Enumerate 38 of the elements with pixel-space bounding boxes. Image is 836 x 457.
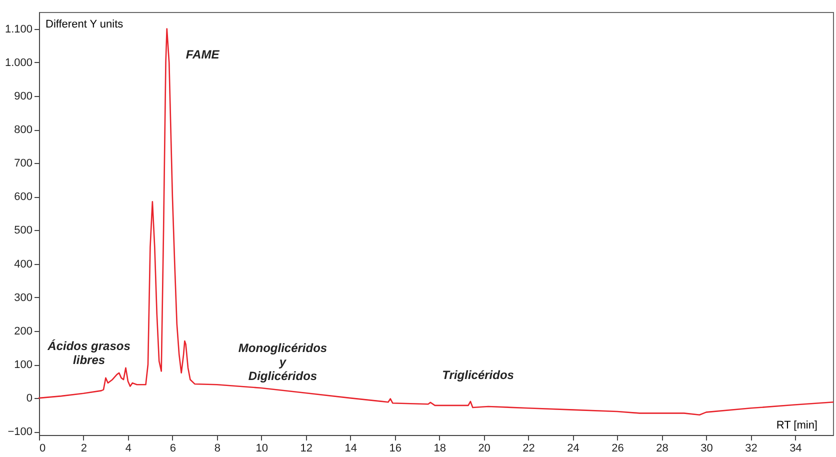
annotation: Ácidos grasos libres xyxy=(46,339,131,368)
x-tick-label: 32 xyxy=(745,442,758,454)
y-tick-label: 400 xyxy=(14,258,32,270)
y-tick-label: 900 xyxy=(14,90,32,102)
x-tick-label: 16 xyxy=(389,442,402,454)
x-tick-label: 4 xyxy=(125,442,132,454)
y-tick-label: −100 xyxy=(8,426,32,438)
y-tick-label: 1.100 xyxy=(4,23,32,36)
x-tick-label: 24 xyxy=(567,442,580,454)
x-tick-label: 12 xyxy=(300,442,313,454)
y-axis-title: Different Y units xyxy=(46,18,124,30)
x-tick-label: 30 xyxy=(700,442,713,454)
x-tick-label: 28 xyxy=(656,442,668,454)
x-tick-label: 22 xyxy=(522,442,535,454)
y-tick-label: 700 xyxy=(14,158,32,170)
x-tick-label: 20 xyxy=(478,442,490,454)
y-tick-label: 500 xyxy=(14,224,32,237)
y-tick-label: 600 xyxy=(14,191,32,204)
x-tick-label: 2 xyxy=(80,442,88,454)
x-tick-label: 26 xyxy=(612,442,624,454)
x-tick-label: 8 xyxy=(214,442,220,454)
y-tick-label: 300 xyxy=(14,292,32,304)
annotation: FAME xyxy=(186,47,220,62)
x-tick-label: 14 xyxy=(344,442,357,454)
x-tick-label: 6 xyxy=(170,442,176,454)
x-tick-label: 18 xyxy=(434,442,446,454)
y-tick-label: 1.000 xyxy=(4,56,32,69)
y-tick-label: 200 xyxy=(14,325,32,338)
x-tick-label: 10 xyxy=(256,442,268,454)
y-tick-label: 800 xyxy=(14,124,32,136)
line-series xyxy=(38,28,834,416)
annotation: Monoglicéridos y Diglicéridos xyxy=(238,340,328,383)
y-tick-label: 0 xyxy=(26,392,32,405)
annotation: Triglicéridos xyxy=(442,368,514,382)
x-axis-title: RT [min] xyxy=(776,420,818,432)
x-tick-label: 34 xyxy=(790,442,802,454)
x-tick-label: 0 xyxy=(40,442,46,454)
y-tick-label: 100 xyxy=(14,359,32,371)
